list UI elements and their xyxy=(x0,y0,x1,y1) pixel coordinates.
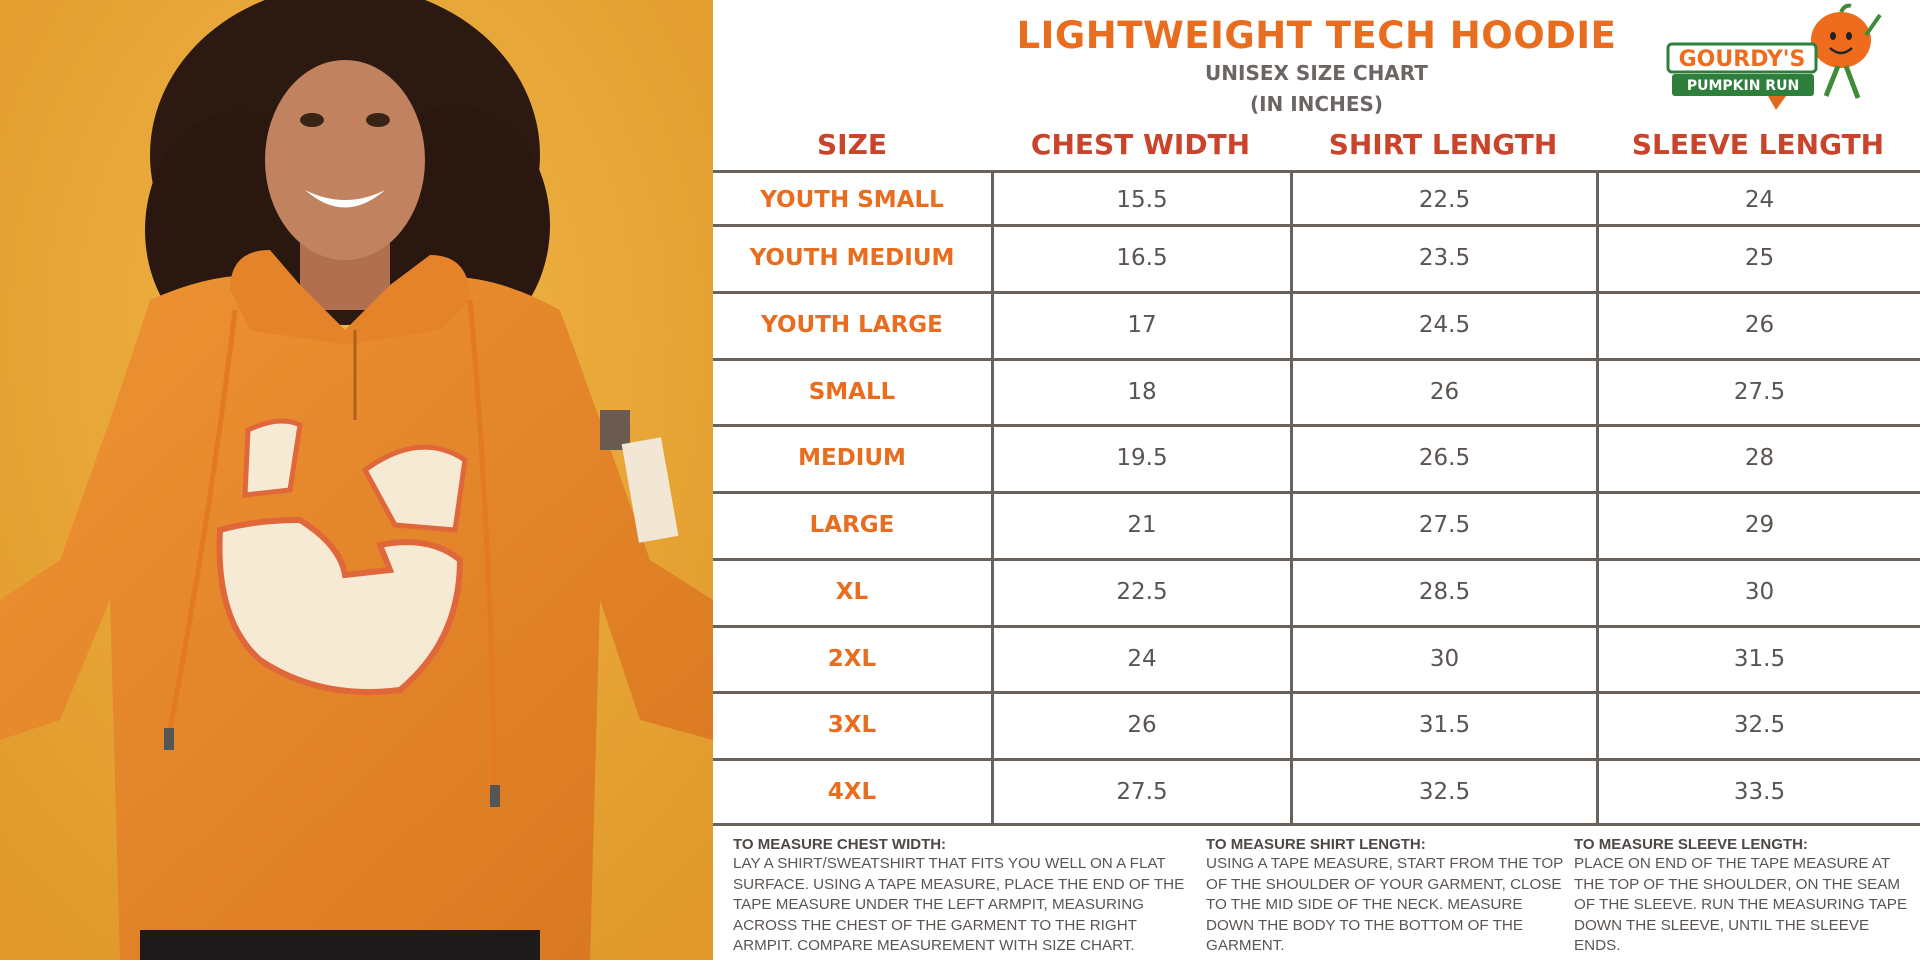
shirt-length-cell: 26.5 xyxy=(1418,444,1471,471)
chest-width-cell: 21 xyxy=(1127,511,1157,538)
table-column-divider xyxy=(1596,170,1599,826)
pumpkin-mascot-icon xyxy=(1768,3,1882,110)
table-row: XL 22.5 28.5 30 xyxy=(713,558,1920,625)
product-photo xyxy=(0,0,713,960)
column-header-sleeve-length: SLEEVE LENGTH xyxy=(1631,128,1885,161)
sleeve-length-cell: 24 xyxy=(1744,186,1775,213)
size-table: YOUTH SMALL 15.5 22.5 24 YOUTH MEDIUM 16… xyxy=(713,170,1920,826)
table-row: YOUTH SMALL 15.5 22.5 24 xyxy=(713,166,1920,233)
sleeve-length-cell: 25 xyxy=(1744,244,1775,271)
shirt-length-cell: 24.5 xyxy=(1418,311,1471,338)
logo-brand-text: GOURDY'S xyxy=(1679,47,1806,72)
unit-note: (IN INCHES) xyxy=(1249,92,1384,116)
table-divider xyxy=(713,625,1920,628)
size-cell: XL xyxy=(835,578,869,605)
table-divider xyxy=(713,758,1920,761)
column-header-size: SIZE xyxy=(816,128,887,161)
table-divider xyxy=(713,170,1920,173)
model-wearing-hoodie-image xyxy=(0,0,713,960)
instruction-heading: TO MEASURE SHIRT LENGTH: xyxy=(1206,836,1426,853)
table-row: YOUTH LARGE 17 24.5 26 xyxy=(713,291,1920,358)
table-divider xyxy=(713,358,1920,361)
shirt-length-instructions: TO MEASURE SHIRT LENGTH: USING A TAPE ME… xyxy=(1206,836,1564,957)
table-row: 4XL 27.5 32.5 33.5 xyxy=(713,758,1920,825)
size-cell: 3XL xyxy=(827,711,877,738)
size-cell: MEDIUM xyxy=(798,444,906,471)
size-cell: LARGE xyxy=(809,511,895,538)
gourdys-pumpkin-run-logo: GOURDY'S PUMPKIN RUN xyxy=(1666,3,1882,110)
column-header-chest-width: CHEST WIDTH xyxy=(1030,128,1251,161)
instruction-text: LAY A SHIRT/SWEATSHIRT THAT FITS YOU WEL… xyxy=(733,855,1185,954)
table-column-divider xyxy=(991,170,994,826)
chest-width-cell: 17 xyxy=(1127,311,1157,338)
table-divider xyxy=(713,291,1920,294)
table-row: LARGE 21 27.5 29 xyxy=(713,491,1920,558)
table-divider xyxy=(713,691,1920,694)
size-cell: YOUTH SMALL xyxy=(760,186,944,213)
instruction-heading: TO MEASURE SLEEVE LENGTH: xyxy=(1574,836,1808,853)
table-row: YOUTH MEDIUM 16.5 23.5 25 xyxy=(713,224,1920,291)
logo-tagline-text: PUMPKIN RUN xyxy=(1687,78,1799,94)
chest-width-cell: 22.5 xyxy=(1116,578,1168,605)
table-row: SMALL 18 26 27.5 xyxy=(713,358,1920,425)
chart-subtitle: UNISEX SIZE CHART xyxy=(1205,61,1428,85)
size-cell: 4XL xyxy=(827,778,877,805)
sleeve-length-cell: 29 xyxy=(1744,511,1775,538)
sleeve-length-cell: 33.5 xyxy=(1733,778,1786,805)
sleeve-length-cell: 26 xyxy=(1744,311,1775,338)
column-header-shirt-length: SHIRT LENGTH xyxy=(1328,128,1558,161)
size-chart-panel: LIGHTWEIGHT TECH HOODIE UNISEX SIZE CHAR… xyxy=(713,0,1920,960)
size-cell: YOUTH LARGE xyxy=(761,311,943,338)
instruction-text: USING A TAPE MEASURE, START FROM THE TOP… xyxy=(1206,855,1563,954)
sleeve-length-cell: 32.5 xyxy=(1733,711,1786,738)
page-title: LIGHTWEIGHT TECH HOODIE xyxy=(1016,14,1617,57)
sleeve-length-cell: 30 xyxy=(1744,578,1775,605)
table-divider xyxy=(713,424,1920,427)
chest-width-cell: 16.5 xyxy=(1116,244,1168,271)
table-divider xyxy=(713,823,1920,826)
size-cell: SMALL xyxy=(808,378,896,405)
shirt-length-cell: 22.5 xyxy=(1418,186,1471,213)
table-row: 3XL 26 31.5 32.5 xyxy=(713,691,1920,758)
sleeve-length-cell: 27.5 xyxy=(1733,378,1786,405)
table-row: 2XL 24 30 31.5 xyxy=(713,625,1920,692)
chest-width-cell: 18 xyxy=(1127,378,1157,405)
sleeve-length-cell: 28 xyxy=(1744,444,1775,471)
chest-width-cell: 27.5 xyxy=(1116,778,1168,805)
shirt-length-cell: 26 xyxy=(1429,378,1460,405)
shirt-length-cell: 28.5 xyxy=(1418,578,1471,605)
chest-width-cell: 24 xyxy=(1127,645,1157,672)
shirt-length-cell: 30 xyxy=(1429,645,1460,672)
size-cell: 2XL xyxy=(827,645,877,672)
chest-width-cell: 15.5 xyxy=(1116,186,1168,213)
chest-width-cell: 26 xyxy=(1127,711,1157,738)
sleeve-length-cell: 31.5 xyxy=(1733,645,1786,672)
shirt-length-cell: 27.5 xyxy=(1418,511,1471,538)
table-divider xyxy=(713,491,1920,494)
chest-width-cell: 19.5 xyxy=(1116,444,1168,471)
table-divider xyxy=(713,558,1920,561)
chest-width-instructions: TO MEASURE CHEST WIDTH: LAY A SHIRT/SWEA… xyxy=(733,836,1195,957)
shirt-length-cell: 23.5 xyxy=(1418,244,1471,271)
size-cell: YOUTH MEDIUM xyxy=(749,244,955,271)
instruction-heading: TO MEASURE CHEST WIDTH: xyxy=(733,836,947,853)
table-row: MEDIUM 19.5 26.5 28 xyxy=(713,424,1920,491)
shirt-length-cell: 32.5 xyxy=(1418,778,1471,805)
shirt-length-cell: 31.5 xyxy=(1418,711,1471,738)
sleeve-length-instructions: TO MEASURE SLEEVE LENGTH: PLACE ON END O… xyxy=(1574,836,1917,957)
table-divider xyxy=(713,224,1920,227)
table-column-divider xyxy=(1290,170,1293,826)
instruction-text: PLACE ON END OF THE TAPE MEASURE AT THE … xyxy=(1574,855,1908,954)
